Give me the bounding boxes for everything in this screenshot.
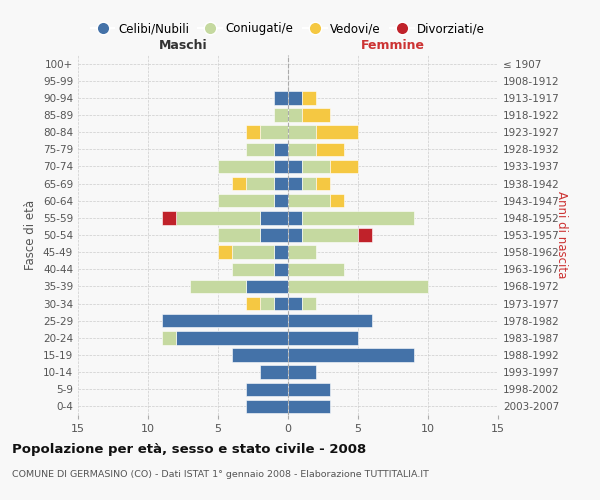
Bar [288, 297, 302, 310]
Bar [260, 228, 288, 241]
Bar [302, 160, 330, 173]
Bar [288, 160, 302, 173]
Text: Maschi: Maschi [158, 38, 208, 52]
Bar [162, 331, 176, 344]
Bar [218, 194, 274, 207]
Bar [190, 280, 246, 293]
Bar [288, 348, 414, 362]
Bar [162, 314, 288, 328]
Bar [260, 211, 288, 224]
Bar [274, 142, 288, 156]
Text: Femmine: Femmine [361, 38, 425, 52]
Bar [274, 160, 288, 173]
Bar [232, 262, 274, 276]
Bar [232, 177, 246, 190]
Bar [232, 348, 288, 362]
Bar [302, 108, 330, 122]
Legend: Celibi/Nubili, Coniugati/e, Vedovi/e, Divorziati/e: Celibi/Nubili, Coniugati/e, Vedovi/e, Di… [86, 18, 490, 40]
Bar [260, 366, 288, 379]
Bar [246, 297, 260, 310]
Bar [288, 366, 316, 379]
Y-axis label: Fasce di età: Fasce di età [25, 200, 37, 270]
Bar [316, 142, 344, 156]
Bar [246, 142, 274, 156]
Bar [288, 211, 302, 224]
Bar [176, 331, 288, 344]
Bar [274, 108, 288, 122]
Bar [302, 91, 316, 104]
Bar [288, 91, 302, 104]
Bar [302, 211, 414, 224]
Bar [288, 280, 428, 293]
Bar [288, 194, 330, 207]
Text: Popolazione per età, sesso e stato civile - 2008: Popolazione per età, sesso e stato civil… [12, 442, 366, 456]
Bar [288, 331, 358, 344]
Bar [246, 280, 288, 293]
Bar [302, 297, 316, 310]
Bar [176, 211, 260, 224]
Bar [232, 246, 274, 259]
Bar [288, 382, 330, 396]
Bar [288, 177, 302, 190]
Bar [288, 228, 302, 241]
Bar [288, 314, 372, 328]
Bar [246, 400, 288, 413]
Text: COMUNE DI GERMASINO (CO) - Dati ISTAT 1° gennaio 2008 - Elaborazione TUTTITALIA.: COMUNE DI GERMASINO (CO) - Dati ISTAT 1°… [12, 470, 429, 479]
Bar [302, 177, 316, 190]
Bar [288, 108, 302, 122]
Bar [288, 142, 316, 156]
Bar [246, 382, 288, 396]
Bar [302, 228, 358, 241]
Bar [218, 246, 232, 259]
Bar [274, 246, 288, 259]
Bar [330, 160, 358, 173]
Bar [358, 228, 372, 241]
Bar [274, 262, 288, 276]
Bar [260, 126, 288, 139]
Bar [316, 177, 330, 190]
Bar [246, 177, 274, 190]
Bar [330, 194, 344, 207]
Bar [218, 160, 274, 173]
Bar [274, 297, 288, 310]
Bar [316, 126, 358, 139]
Bar [162, 211, 176, 224]
Bar [274, 91, 288, 104]
Y-axis label: Anni di nascita: Anni di nascita [555, 192, 568, 278]
Bar [288, 246, 316, 259]
Bar [288, 126, 316, 139]
Bar [260, 297, 274, 310]
Bar [288, 400, 330, 413]
Bar [274, 177, 288, 190]
Bar [288, 262, 344, 276]
Bar [274, 194, 288, 207]
Bar [246, 126, 260, 139]
Bar [218, 228, 260, 241]
